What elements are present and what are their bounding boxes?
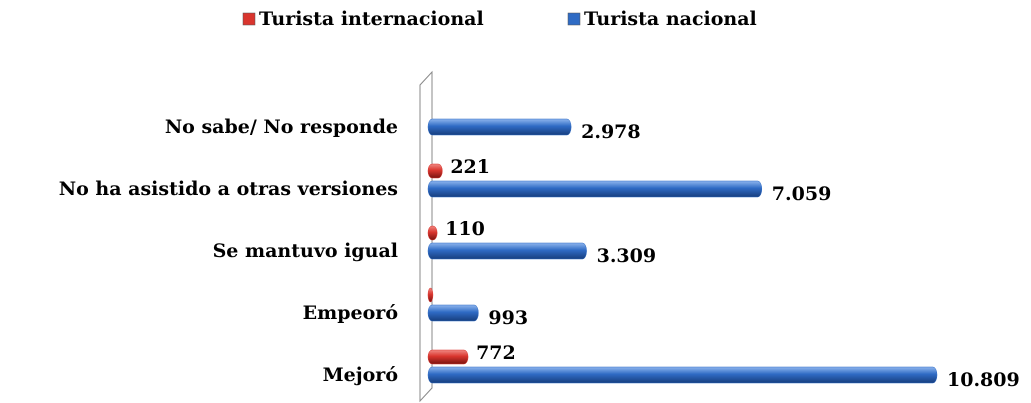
- value-label: 7.059: [772, 183, 832, 205]
- category-label: Se mantuvo igual: [213, 240, 398, 262]
- value-label: 993: [488, 307, 528, 329]
- legend-swatch: [242, 12, 256, 26]
- category-label: Empeoró: [303, 302, 398, 324]
- value-label: 3.309: [597, 245, 657, 267]
- legend-label: Turista nacional: [584, 8, 757, 30]
- category-label: No sabe/ No responde: [165, 116, 398, 138]
- bar: [427, 349, 469, 365]
- category-label: No ha asistido a otras versiones: [59, 178, 398, 200]
- bar: [427, 242, 587, 260]
- value-label: 221: [450, 156, 490, 178]
- value-label: 10.809: [947, 369, 1020, 391]
- bar: [427, 180, 763, 198]
- category-label: Mejoró: [323, 364, 398, 386]
- bar: [427, 163, 443, 179]
- value-label: 772: [476, 342, 516, 364]
- bar: [427, 225, 438, 241]
- bar: [427, 287, 434, 303]
- legend-label: Turista internacional: [259, 8, 484, 30]
- bar: [427, 304, 479, 322]
- value-label: 2.978: [581, 121, 641, 143]
- value-label: 110: [445, 218, 485, 240]
- bar: [427, 118, 572, 136]
- legend-swatch: [567, 12, 581, 26]
- bar: [427, 366, 938, 384]
